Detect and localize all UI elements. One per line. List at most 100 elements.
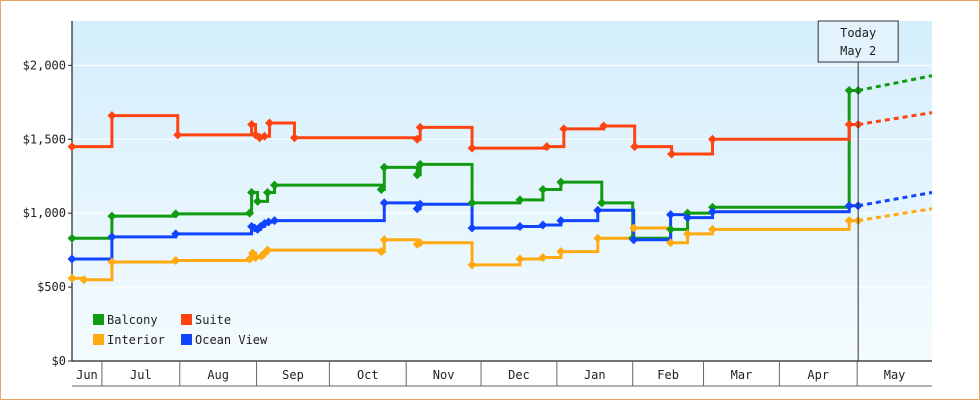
data-point (467, 143, 477, 153)
data-point (171, 255, 181, 265)
data-point (379, 235, 389, 245)
month-label: Aug (207, 368, 229, 382)
data-point (379, 198, 389, 208)
data-point (79, 275, 89, 285)
today-marker: Today May 2 (817, 20, 899, 361)
data-point (247, 119, 257, 129)
data-point (263, 245, 273, 255)
data-point (467, 198, 477, 208)
series-forecast (857, 207, 933, 223)
series-markers (67, 85, 863, 285)
data-point (171, 229, 181, 239)
month-label: Mar (731, 368, 753, 382)
data-point (245, 208, 255, 218)
legend: Balcony Suite Interior Ocean View (93, 313, 268, 347)
month-label: Jun (76, 368, 98, 382)
data-point (289, 133, 299, 143)
data-point (107, 111, 117, 121)
data-point (708, 134, 718, 144)
series-line-suite (72, 114, 859, 156)
data-point (379, 162, 389, 172)
data-point (630, 142, 640, 152)
data-point (629, 235, 639, 245)
month-label: Oct (357, 368, 379, 382)
series-forecast (857, 191, 933, 208)
data-point (844, 119, 854, 129)
data-point (467, 260, 477, 270)
month-label: Jul (130, 368, 152, 382)
data-point (538, 220, 548, 230)
legend-swatch (181, 334, 192, 345)
data-point (67, 142, 77, 152)
data-point (599, 121, 609, 131)
data-point (708, 224, 718, 234)
data-point (260, 131, 270, 141)
axes: $0 $500 $1,000 $1,500 $2,000 Jun Jul Aug Sep Oct N… (23, 21, 932, 387)
legend-label: Balcony (107, 313, 158, 327)
data-point (666, 210, 676, 220)
data-point (107, 211, 117, 221)
data-point (597, 198, 607, 208)
month-label: May (884, 368, 906, 382)
data-point (515, 195, 525, 205)
month-label: Feb (657, 368, 679, 382)
data-point (556, 216, 566, 226)
data-point (67, 233, 77, 243)
month-label: Apr (807, 368, 829, 382)
data-point (593, 233, 603, 243)
data-point (844, 201, 854, 211)
series-forecast (857, 74, 933, 92)
data-point (515, 254, 525, 264)
data-point (67, 254, 77, 264)
y-tick-label: $500 (37, 280, 66, 294)
data-point (251, 253, 261, 263)
data-point (666, 238, 676, 248)
data-point (683, 229, 693, 239)
plot-background (72, 21, 932, 361)
legend-swatch (93, 314, 104, 325)
data-point (667, 149, 677, 159)
legend-label: Suite (195, 313, 231, 327)
data-point (538, 185, 548, 195)
data-point (415, 159, 425, 169)
data-point (264, 217, 274, 227)
data-point (556, 177, 566, 187)
data-point (107, 232, 117, 242)
data-point (412, 170, 422, 180)
legend-label: Ocean View (195, 333, 268, 347)
data-point (247, 187, 257, 197)
data-point (666, 224, 676, 234)
data-point (559, 124, 569, 134)
data-point (412, 134, 422, 144)
data-point (67, 273, 77, 283)
data-point (270, 180, 280, 190)
y-tick-label: $1,500 (23, 132, 66, 146)
data-point (844, 216, 854, 226)
data-point (708, 207, 718, 217)
series-forecast (857, 111, 933, 126)
data-point (265, 118, 275, 128)
legend-swatch (181, 314, 192, 325)
data-point (556, 247, 566, 257)
data-point (415, 199, 425, 209)
today-date-label: May 2 (840, 44, 876, 58)
data-point (270, 216, 280, 226)
month-label: Sep (282, 368, 304, 382)
data-point (629, 223, 639, 233)
y-tick-label: $1,000 (23, 206, 66, 220)
y-tick-label: $0 (52, 354, 66, 368)
data-point (515, 221, 525, 231)
data-point (263, 187, 273, 197)
legend-swatch (93, 334, 104, 345)
data-point (844, 85, 854, 95)
month-label: Dec (508, 368, 530, 382)
month-label: Nov (433, 368, 455, 382)
month-label: Jan (584, 368, 606, 382)
today-label: Today (840, 26, 876, 40)
data-point (107, 257, 117, 267)
data-point (593, 205, 603, 215)
data-point (542, 142, 552, 152)
data-point (415, 238, 425, 248)
data-point (683, 213, 693, 223)
